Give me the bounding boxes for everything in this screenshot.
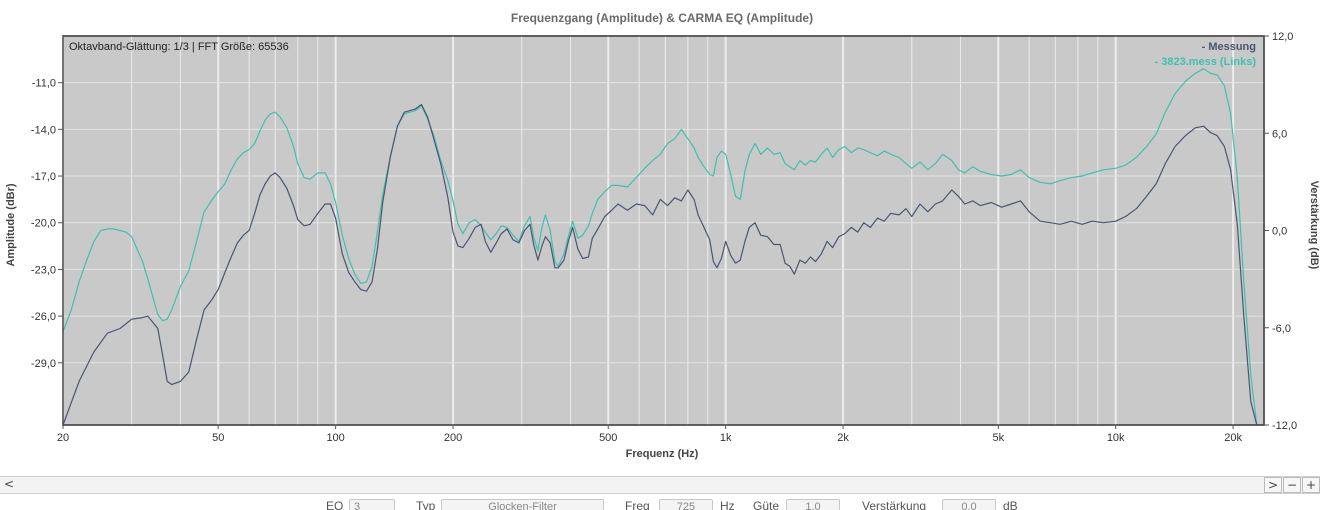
y-tick-label: -17,0: [31, 171, 56, 183]
y-tick-label: -29,0: [31, 358, 56, 370]
x-axis-ticks: 20 50 100 200 500 1k 2k 5k 10k 20k: [57, 425, 1242, 444]
typ-select[interactable]: Glocken-Filter: [441, 499, 604, 510]
x-tick-label: 1k: [720, 432, 732, 444]
y2-axis-ticks: 12,0 6,0 0,0 -6,0 -12,0: [1264, 31, 1297, 432]
y-tick-label: -20,0: [31, 218, 56, 230]
y2-tick-label: -12,0: [1272, 420, 1297, 432]
eq-label: EQ: [326, 499, 344, 510]
legend-3823-mess[interactable]: - 3823.mess (Links): [1155, 56, 1257, 68]
guete-input[interactable]: 1,0: [786, 499, 840, 510]
y-axis-title: Amplitude (dBr): [5, 183, 17, 266]
smoothing-note: Oktavband-Glättung: 1/3 | FFT Größe: 655…: [69, 41, 289, 53]
legend-messung[interactable]: - Messung: [1202, 41, 1256, 53]
eq-toolbar: EQ 3 Typ Glocken-Filter Freq 725 Hz Güte…: [0, 497, 1320, 510]
plot-area[interactable]: [62, 35, 1265, 426]
zoom-in-button[interactable]: +: [1302, 477, 1320, 493]
y2-tick-label: 0,0: [1272, 226, 1287, 238]
freq-label: Freq: [625, 499, 650, 510]
chart-scrollbar[interactable]: < > − +: [0, 476, 1320, 494]
y-tick-label: -26,0: [31, 311, 56, 323]
x-tick-label: 20k: [1224, 432, 1242, 444]
y-tick-label: -11,0: [32, 78, 56, 90]
x-tick-label: 20: [57, 432, 69, 444]
chart-title: Frequenzgang (Amplitude) & CARMA EQ (Amp…: [511, 11, 813, 25]
typ-label: Typ: [416, 499, 436, 510]
y-tick-label: -14,0: [31, 124, 56, 136]
y2-axis-title: Verstärkung (dB): [1308, 181, 1320, 270]
series-line-1[interactable]: [62, 68, 1258, 426]
y2-tick-label: -6,0: [1272, 323, 1291, 335]
gain-input[interactable]: 0,0: [942, 499, 996, 510]
eq-select[interactable]: 3: [349, 499, 395, 510]
freq-input[interactable]: 725: [659, 499, 713, 510]
y-tick-label: -23,0: [31, 264, 56, 276]
freq-unit: Hz: [720, 499, 735, 510]
gain-label: Verstärkung: [862, 499, 927, 510]
x-tick-label: 10k: [1107, 432, 1125, 444]
x-tick-label: 2k: [837, 432, 849, 444]
x-tick-label: 50: [212, 432, 224, 444]
y-axis-ticks: -11,0 -14,0 -17,0 -20,0 -23,0 -26,0 -29,0: [31, 78, 63, 370]
x-tick-label: 200: [444, 432, 462, 444]
zoom-out-button[interactable]: −: [1283, 477, 1301, 493]
series-layer: [62, 68, 1258, 426]
guete-label: Güte: [753, 499, 780, 510]
frequency-response-chart: Frequenzgang (Amplitude) & CARMA EQ (Amp…: [5, 11, 1320, 460]
x-tick-label: 500: [599, 432, 617, 444]
gain-unit: dB: [1003, 499, 1018, 510]
x-axis-title: Frequenz (Hz): [626, 448, 699, 460]
series-line-0[interactable]: [62, 103, 1258, 426]
x-tick-label: 100: [326, 432, 344, 444]
y2-tick-label: 6,0: [1272, 128, 1287, 140]
y2-tick-label: 12,0: [1272, 31, 1293, 43]
x-tick-label: 5k: [992, 432, 1004, 444]
scroll-right-button[interactable]: >: [1264, 477, 1282, 493]
scroll-left-button[interactable]: <: [3, 477, 15, 491]
